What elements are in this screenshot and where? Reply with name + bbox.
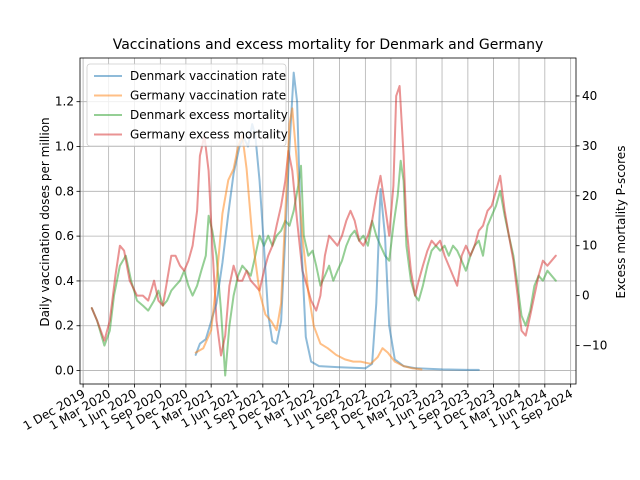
series-line-germany-excess-mortality	[90, 85, 557, 357]
y-right-tick-label: 30	[582, 139, 597, 153]
series-layer	[90, 71, 557, 377]
legend-label-denmark-vaccination-rate: Denmark vaccination rate	[130, 69, 286, 83]
y-left-tick-label: 0.8	[55, 184, 74, 198]
legend: Denmark vaccination rate Germany vaccinat…	[86, 63, 288, 147]
y-right-tick-label: 10	[582, 239, 597, 253]
series-line-germany-vaccination-rate	[194, 107, 423, 371]
y-right-tick-label: 0	[582, 289, 590, 303]
y-axis-right: −10 0 10 20 30 40	[576, 89, 607, 353]
legend-label-germany-excess-mortality: Germany excess mortality	[130, 128, 288, 142]
y-right-tick-label: 40	[582, 89, 597, 103]
y-left-tick-label: 0.0	[55, 364, 74, 378]
y-left-tick-label: 1.0	[55, 140, 74, 154]
y-left-tick-label: 0.2	[55, 319, 74, 333]
y-right-tick-label: 20	[582, 189, 597, 203]
series-line-denmark-excess-mortality	[90, 159, 557, 377]
series-line-denmark-vaccination-rate	[194, 71, 480, 371]
plot-frame	[79, 57, 577, 385]
legend-label-denmark-excess-mortality: Denmark excess mortality	[130, 108, 288, 122]
y-axis-right-label: Excess mortality P-scores	[614, 146, 628, 299]
y-axis-left: 0.0 0.2 0.4 0.6 0.8 1.0 1.2	[55, 95, 80, 378]
y-right-tick-label: −10	[582, 339, 607, 353]
chart-title: Vaccinations and excess mortality for De…	[113, 37, 544, 53]
y-left-tick-label: 1.2	[55, 95, 74, 109]
legend-label-germany-vaccination-rate: Germany vaccination rate	[130, 89, 286, 103]
y-axis-left-label: Daily vaccination doses per million	[38, 117, 52, 326]
y-left-tick-label: 0.4	[55, 274, 74, 288]
y-left-tick-label: 0.6	[55, 229, 74, 243]
legend-box	[86, 63, 287, 147]
